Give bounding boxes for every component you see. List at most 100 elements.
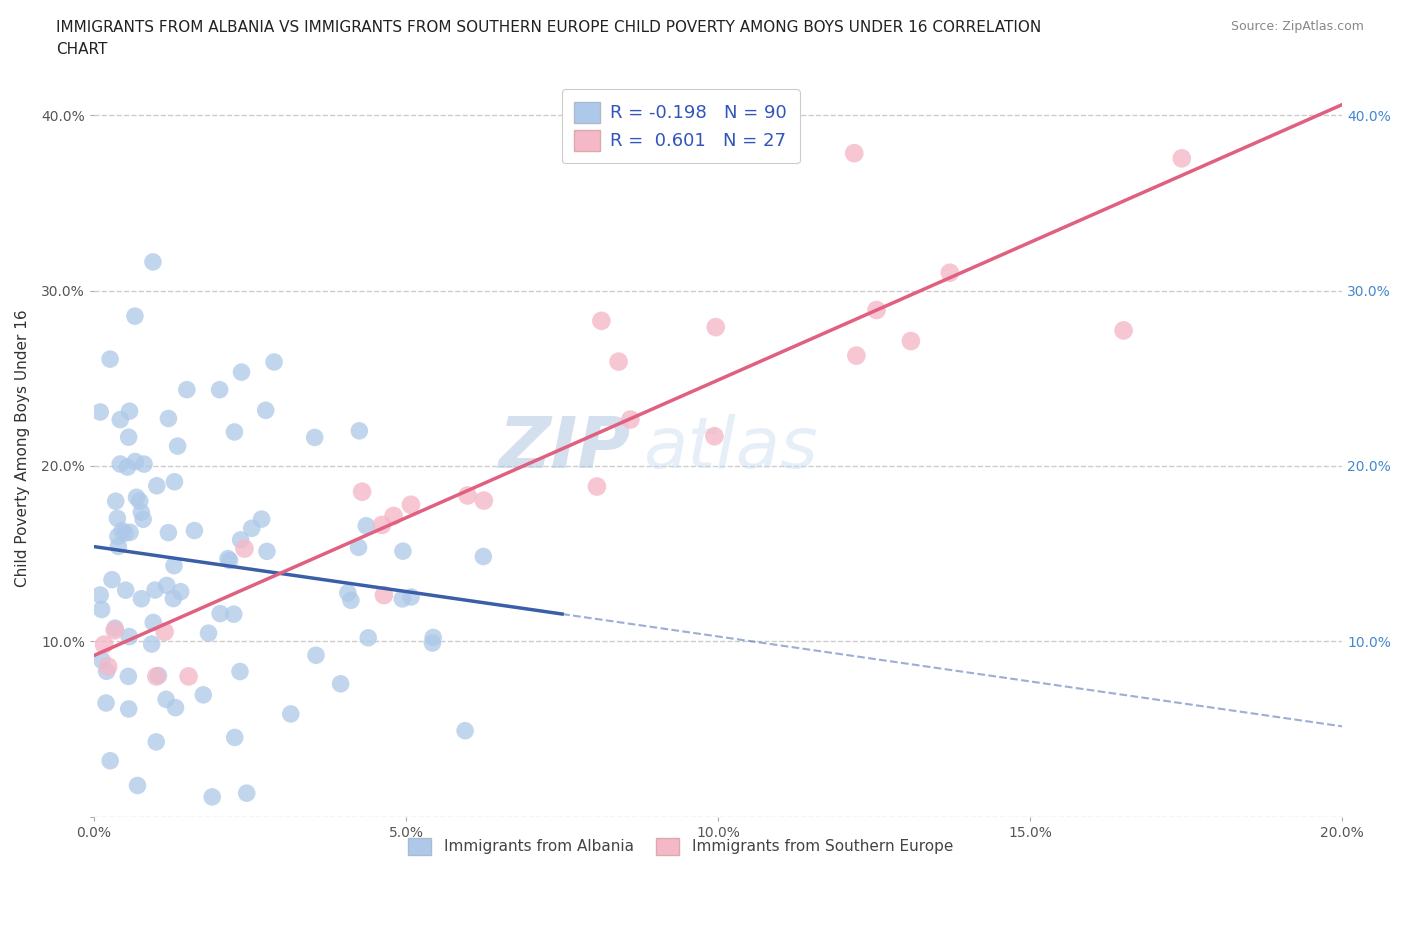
Point [157, 525, 180, 540]
Point [472, 549, 495, 564]
Point [146, 478, 169, 493]
Point [110, 412, 132, 427]
Point [117, 669, 139, 684]
Point [607, 354, 630, 369]
Point [240, 521, 263, 536]
Point [354, 518, 377, 533]
Point [340, 592, 363, 607]
Point [142, 615, 165, 630]
Point [586, 479, 609, 494]
Point [1112, 323, 1135, 338]
Point [347, 540, 370, 555]
Point [114, 583, 136, 598]
Point [193, 687, 215, 702]
Point [845, 348, 868, 363]
Point [844, 146, 866, 161]
Point [263, 354, 285, 369]
Text: IMMIGRANTS FROM ALBANIA VS IMMIGRANTS FROM SOUTHERN EUROPE CHILD POVERTY AMONG B: IMMIGRANTS FROM ALBANIA VS IMMIGRANTS FR… [56, 20, 1042, 35]
Point [107, 539, 129, 554]
Y-axis label: Child Poverty Among Boys Under 16: Child Poverty Among Boys Under 16 [15, 310, 30, 587]
Point [163, 474, 186, 489]
Point [89, 588, 111, 603]
Point [183, 523, 205, 538]
Point [209, 606, 232, 621]
Point [101, 572, 124, 587]
Point [165, 700, 187, 715]
Point [93, 637, 115, 652]
Point [142, 255, 165, 270]
Point [117, 430, 139, 445]
Point [176, 382, 198, 397]
Point [382, 509, 405, 524]
Point [454, 724, 477, 738]
Point [229, 664, 252, 679]
Point [104, 620, 127, 635]
Point [399, 498, 422, 512]
Point [305, 648, 328, 663]
Point [156, 578, 179, 592]
Point [222, 606, 245, 621]
Point [104, 623, 127, 638]
Point [97, 659, 120, 674]
Point [704, 320, 727, 335]
Point [224, 730, 246, 745]
Point [124, 309, 146, 324]
Point [128, 494, 150, 509]
Point [900, 334, 922, 349]
Point [217, 551, 239, 566]
Point [157, 411, 180, 426]
Point [105, 511, 128, 525]
Text: ZIP: ZIP [499, 414, 631, 483]
Point [141, 637, 163, 652]
Point [94, 696, 117, 711]
Point [472, 493, 495, 508]
Point [143, 582, 166, 597]
Point [163, 558, 186, 573]
Point [177, 669, 200, 684]
Point [145, 669, 167, 684]
Point [865, 302, 887, 317]
Point [1171, 151, 1194, 166]
Point [391, 591, 413, 606]
Point [162, 591, 184, 606]
Point [96, 664, 118, 679]
Point [703, 429, 725, 444]
Point [329, 676, 352, 691]
Point [127, 778, 149, 793]
Point [91, 653, 114, 668]
Point [254, 403, 277, 418]
Point [250, 512, 273, 526]
Point [118, 404, 141, 418]
Point [98, 753, 121, 768]
Text: atlas: atlas [643, 414, 818, 483]
Point [371, 517, 394, 532]
Point [124, 454, 146, 469]
Point [155, 692, 177, 707]
Point [304, 430, 326, 445]
Point [201, 790, 224, 804]
Point [197, 626, 219, 641]
Point [118, 701, 141, 716]
Point [349, 423, 371, 438]
Legend: Immigrants from Albania, Immigrants from Southern Europe: Immigrants from Albania, Immigrants from… [402, 831, 959, 860]
Point [148, 668, 170, 683]
Point [104, 494, 127, 509]
Text: Source: ZipAtlas.com: Source: ZipAtlas.com [1230, 20, 1364, 33]
Point [145, 735, 167, 750]
Point [132, 457, 155, 472]
Point [233, 541, 256, 556]
Point [399, 590, 422, 604]
Point [111, 524, 134, 538]
Point [619, 412, 641, 427]
Point [280, 707, 302, 722]
Point [939, 265, 962, 280]
Point [153, 624, 176, 639]
Text: CHART: CHART [56, 42, 108, 57]
Point [98, 352, 121, 366]
Point [231, 365, 253, 379]
Point [457, 488, 479, 503]
Point [422, 635, 444, 650]
Point [229, 533, 252, 548]
Point [107, 529, 129, 544]
Point [392, 544, 415, 559]
